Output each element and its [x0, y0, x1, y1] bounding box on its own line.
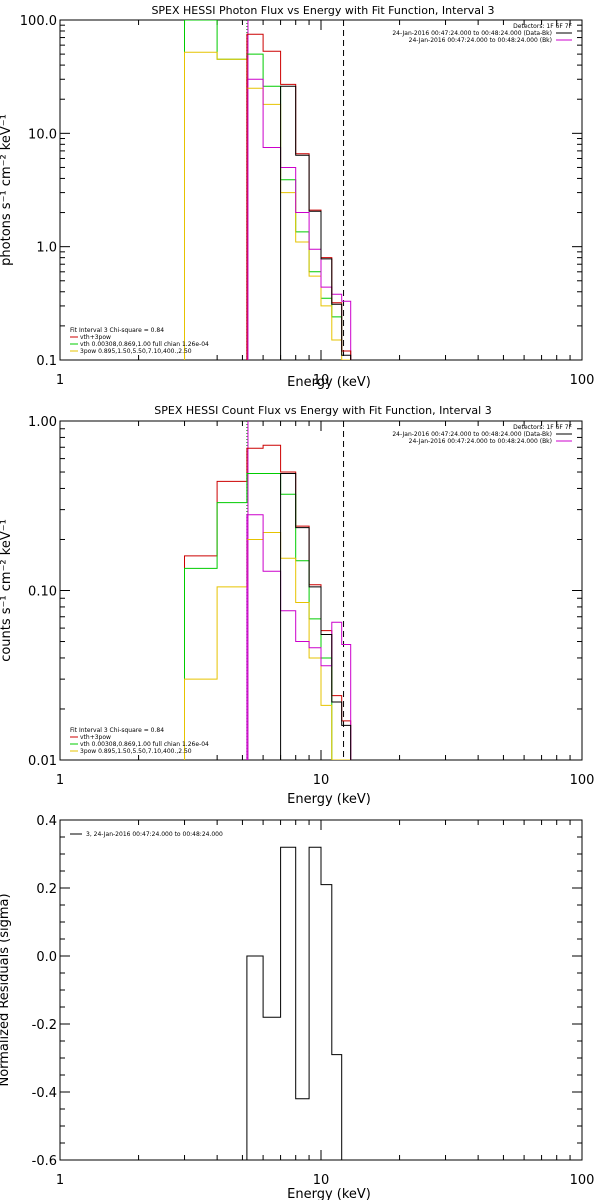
y-tick-label: -0.4 — [32, 1086, 57, 1101]
x-tick-label: 1 — [56, 373, 64, 388]
x-tick-label: 100 — [570, 773, 595, 788]
fit-legend-header: Fit Interval 3 Chi-square = 0.84 — [70, 327, 164, 334]
x-axis-label: Energy (keV) — [287, 1187, 371, 1200]
plot-area — [246, 846, 343, 1160]
chart-panel-1: SPEX HESSI Photon Flux vs Energy with Fi… — [0, 4, 594, 390]
series-line-5 — [280, 85, 352, 360]
series-line-1 — [246, 846, 343, 1160]
series-line-5 — [280, 473, 352, 760]
chart-title: SPEX HESSI Count Flux vs Energy with Fit… — [154, 404, 491, 417]
series-line-1 — [184, 444, 352, 760]
series-line-4 — [246, 514, 352, 760]
time-interval-label: 24-Jan-2016 00:47:24.000 to 00:48:24.000… — [409, 37, 552, 44]
time-interval-label: 24-Jan-2016 00:47:24.000 to 00:48:24.000… — [392, 30, 552, 37]
series-line-1 — [184, 20, 352, 360]
y-axis-label: photons s⁻¹ cm⁻² keV⁻¹ — [0, 114, 14, 266]
x-tick-label: 100 — [570, 1173, 595, 1188]
plot-area — [184, 20, 352, 360]
y-tick-label: 0.1 — [36, 354, 57, 369]
chart-panel-2: SPEX HESSI Count Flux vs Energy with Fit… — [0, 404, 594, 807]
chart-title: SPEX HESSI Photon Flux vs Energy with Fi… — [151, 4, 494, 17]
y-tick-label: 1.00 — [28, 415, 57, 430]
x-tick-label: 100 — [570, 373, 595, 388]
fit-legend-header: Fit Interval 3 Chi-square = 0.84 — [70, 727, 164, 734]
detectors-label: Detectors: 1F 6F 7F — [513, 424, 572, 431]
y-tick-label: -0.2 — [32, 1018, 57, 1033]
fit-legend-entry: 3pow 0.895,1.50,5.50,7.10,400.,2.50 — [80, 348, 192, 355]
fit-legend-entry: 3pow 0.895,1.50,5.50,7.10,400.,2.50 — [80, 748, 192, 755]
y-tick-label: 0.01 — [28, 754, 57, 769]
plot-area — [184, 421, 352, 760]
y-tick-label: 0.10 — [28, 585, 57, 600]
x-axis-label: Energy (keV) — [287, 375, 371, 390]
x-axis-label: Energy (keV) — [287, 792, 371, 807]
chart-panel-3: 1 10 100 Energy (keV) -0.6 -0.4 -0.2 0.0 0.2 0.4 N… — [0, 814, 594, 1200]
fit-legend-entry: vth 0.00308,0.869,1.00 full chian 1.26e-… — [80, 341, 209, 348]
y-tick-label: 100.0 — [20, 14, 57, 29]
residual-legend: 3, 24-Jan-2016 00:47:24.000 to 00:48:24.… — [86, 831, 223, 838]
series-line-4 — [246, 33, 352, 360]
x-tick-label: 1 — [56, 773, 64, 788]
fit-legend-entry: vth+3pow — [80, 334, 111, 341]
y-tick-label: 0.0 — [36, 950, 57, 965]
y-axis-label: counts s⁻¹ cm⁻² keV⁻¹ — [0, 519, 14, 662]
y-axis-label: Normalized Residuals (sigma) — [0, 893, 12, 1086]
series-line-3 — [246, 78, 352, 360]
y-tick-label: -0.6 — [32, 1154, 57, 1169]
fit-legend-entry: vth+3pow — [80, 734, 111, 741]
x-tick-label: 10 — [313, 1173, 330, 1188]
time-interval-label: 24-Jan-2016 00:47:24.000 to 00:48:24.000… — [409, 438, 552, 445]
y-tick-label: 0.4 — [36, 814, 57, 829]
series-line-2 — [184, 473, 351, 760]
x-tick-label: 10 — [313, 373, 330, 388]
x-tick-label: 10 — [313, 773, 330, 788]
plot-frame — [59, 19, 583, 361]
y-tick-label: 0.2 — [36, 882, 57, 897]
time-interval-label: 24-Jan-2016 00:47:24.000 to 00:48:24.000… — [392, 431, 552, 438]
fit-legend-entry: vth 0.00308,0.869,1.00 full chian 1.26e-… — [80, 741, 209, 748]
y-tick-label: 1.0 — [36, 241, 57, 256]
x-tick-label: 1 — [56, 1173, 64, 1188]
series-line-2 — [184, 51, 351, 360]
series-line-3 — [184, 532, 351, 760]
detectors-label: Detectors: 1F 6F 7F — [513, 23, 572, 30]
y-tick-label: 10.0 — [28, 127, 57, 142]
